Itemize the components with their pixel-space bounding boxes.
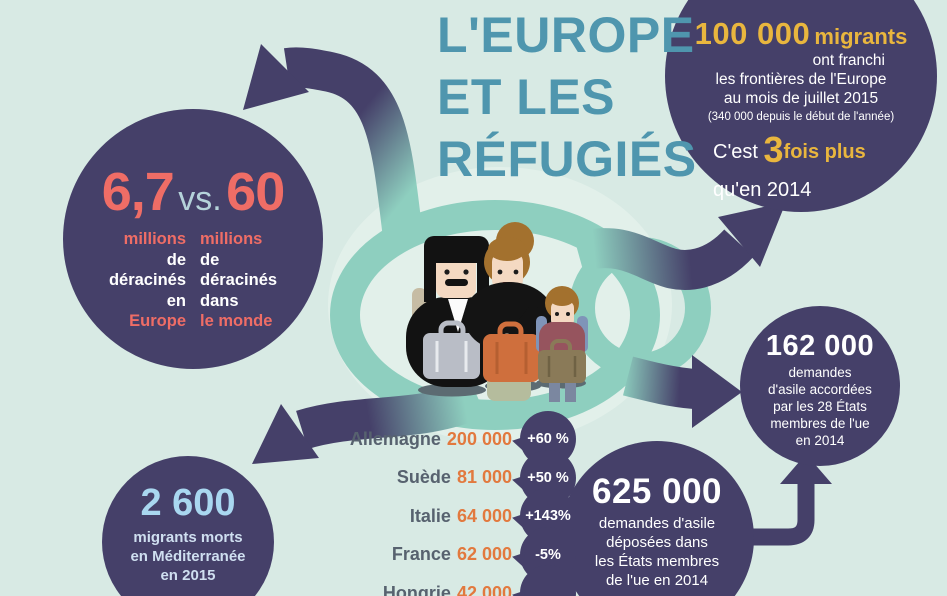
caption-line: le monde <box>200 312 273 330</box>
uprooted-europe-value: 6,7 <box>101 162 175 222</box>
caption-line: millions <box>123 230 186 248</box>
migrants-line-1: ont franchi <box>812 52 885 69</box>
deaths-line: en Méditerranée <box>130 548 246 565</box>
granted-line: membres de l'ue <box>770 416 870 431</box>
refugee-family-illustration <box>406 222 588 402</box>
title-line-2: ET LES <box>437 69 616 125</box>
country-row-france: France 62 000 -5% <box>330 526 576 583</box>
applications-line: demandes d'asile <box>598 515 716 532</box>
bubble-asylum-applications: 625 000 demandes d'asile déposées dans l… <box>560 441 754 596</box>
arrow-down-left-icon <box>252 379 487 464</box>
country-value: 62 000 <box>456 544 512 565</box>
country-row-hongrie: Hongrie 42 000 <box>330 565 576 596</box>
migrants-headline: 100 000 migrants <box>665 18 937 49</box>
child-figure <box>536 286 588 402</box>
granted-line: demandes <box>788 365 852 380</box>
bubble-uprooted-comparison: 6,7 vs. 60 millions de déracinés en Euro… <box>63 109 323 369</box>
applications-line: de l'ue en 2014 <box>605 572 709 589</box>
comparison-suffix: fois plus <box>783 141 866 163</box>
caption-line: déracinés <box>108 271 186 289</box>
country-value: 81 000 <box>456 467 512 488</box>
title-line-1: L'EUROPE <box>437 7 695 63</box>
country-name: Allemagne <box>349 428 441 449</box>
migrants-value: 100 000 <box>694 16 811 51</box>
granted-line: en 2014 <box>795 433 845 448</box>
deaths-line: en 2015 <box>160 567 216 584</box>
country-row-italie: Italie 64 000 +143% <box>330 488 576 545</box>
bubble-migrants-july-2015: 100 000 migrants ont franchi les frontiè… <box>665 0 937 212</box>
migrants-line-3: au mois de juillet 2015 <box>723 90 879 107</box>
country-name: Italie <box>409 505 451 526</box>
country-row-allemagne: Allemagne 200 000 +60 % <box>330 411 576 468</box>
arrow-up-left-icon <box>243 44 424 248</box>
bubble-mediterranean-deaths: 2 600 migrants morts en Méditerranée en … <box>102 456 274 596</box>
applications-line: déposées dans <box>606 534 708 551</box>
migrants-unit: migrants <box>814 24 908 49</box>
comparison-line-2: qu'en 2014 <box>713 179 812 201</box>
arrow-elbow-up-icon <box>750 454 832 546</box>
migrants-line-2: les frontières de l'Europe <box>715 71 887 88</box>
migrants-comparison: C'est 3fois plus <box>665 132 937 168</box>
arrow-right-icon <box>622 355 742 428</box>
country-value: 200 000 <box>446 428 512 449</box>
migrants-note: (340 000 depuis le début de l'année) <box>707 111 895 123</box>
suitcase-brown-icon <box>538 339 586 383</box>
comparison-prefix: C'est <box>713 141 758 163</box>
title-line-3: RÉFUGIÉS <box>437 131 697 187</box>
page-title: L'EUROPE ET LES RÉFUGIÉS <box>437 4 697 190</box>
caption-line: de <box>166 250 186 269</box>
applications-line: les États membres <box>594 553 720 570</box>
country-row-suede: Suède 81 000 +50 % <box>330 449 576 506</box>
suitcase-orange-icon <box>483 321 540 382</box>
uprooted-world-value: 60 <box>226 162 285 222</box>
suitcase-gray-icon <box>423 320 480 379</box>
country-name: Suède <box>396 467 451 488</box>
caption-line: déracinés <box>200 271 278 289</box>
uprooted-europe-caption: millions de déracinés en Europe <box>84 229 186 332</box>
applications-value: 625 000 <box>591 472 723 511</box>
comparison-value: 3 <box>763 129 784 170</box>
country-name: France <box>391 544 451 565</box>
country-value: 64 000 <box>456 505 512 526</box>
uprooted-values: 6,7 vs. 60 <box>63 161 323 223</box>
caption-line: dans <box>200 291 239 310</box>
caption-line: Europe <box>129 312 186 330</box>
arrow-up-right-icon <box>572 202 786 290</box>
country-name: Hongrie <box>382 582 451 596</box>
bubble-asylum-granted: 162 000 demandes d'asile accordées par l… <box>740 306 900 466</box>
uprooted-world-caption: millions de déracinés dans le monde <box>200 229 302 332</box>
deaths-value: 2 600 <box>140 482 236 524</box>
granted-line: d'asile accordées <box>768 382 872 397</box>
asylum-country-list: Allemagne 200 000 +60 % Suède 81 000 +50… <box>330 411 576 596</box>
caption-line: de <box>200 250 220 269</box>
granted-value: 162 000 <box>765 330 875 362</box>
caption-line: en <box>166 291 186 310</box>
granted-line: par les 28 États <box>773 399 867 414</box>
country-value: 42 000 <box>456 582 512 596</box>
deaths-line: migrants morts <box>133 529 243 546</box>
mother-figure <box>464 222 570 401</box>
vs-label: vs. <box>178 180 222 218</box>
caption-line: millions <box>200 230 263 248</box>
